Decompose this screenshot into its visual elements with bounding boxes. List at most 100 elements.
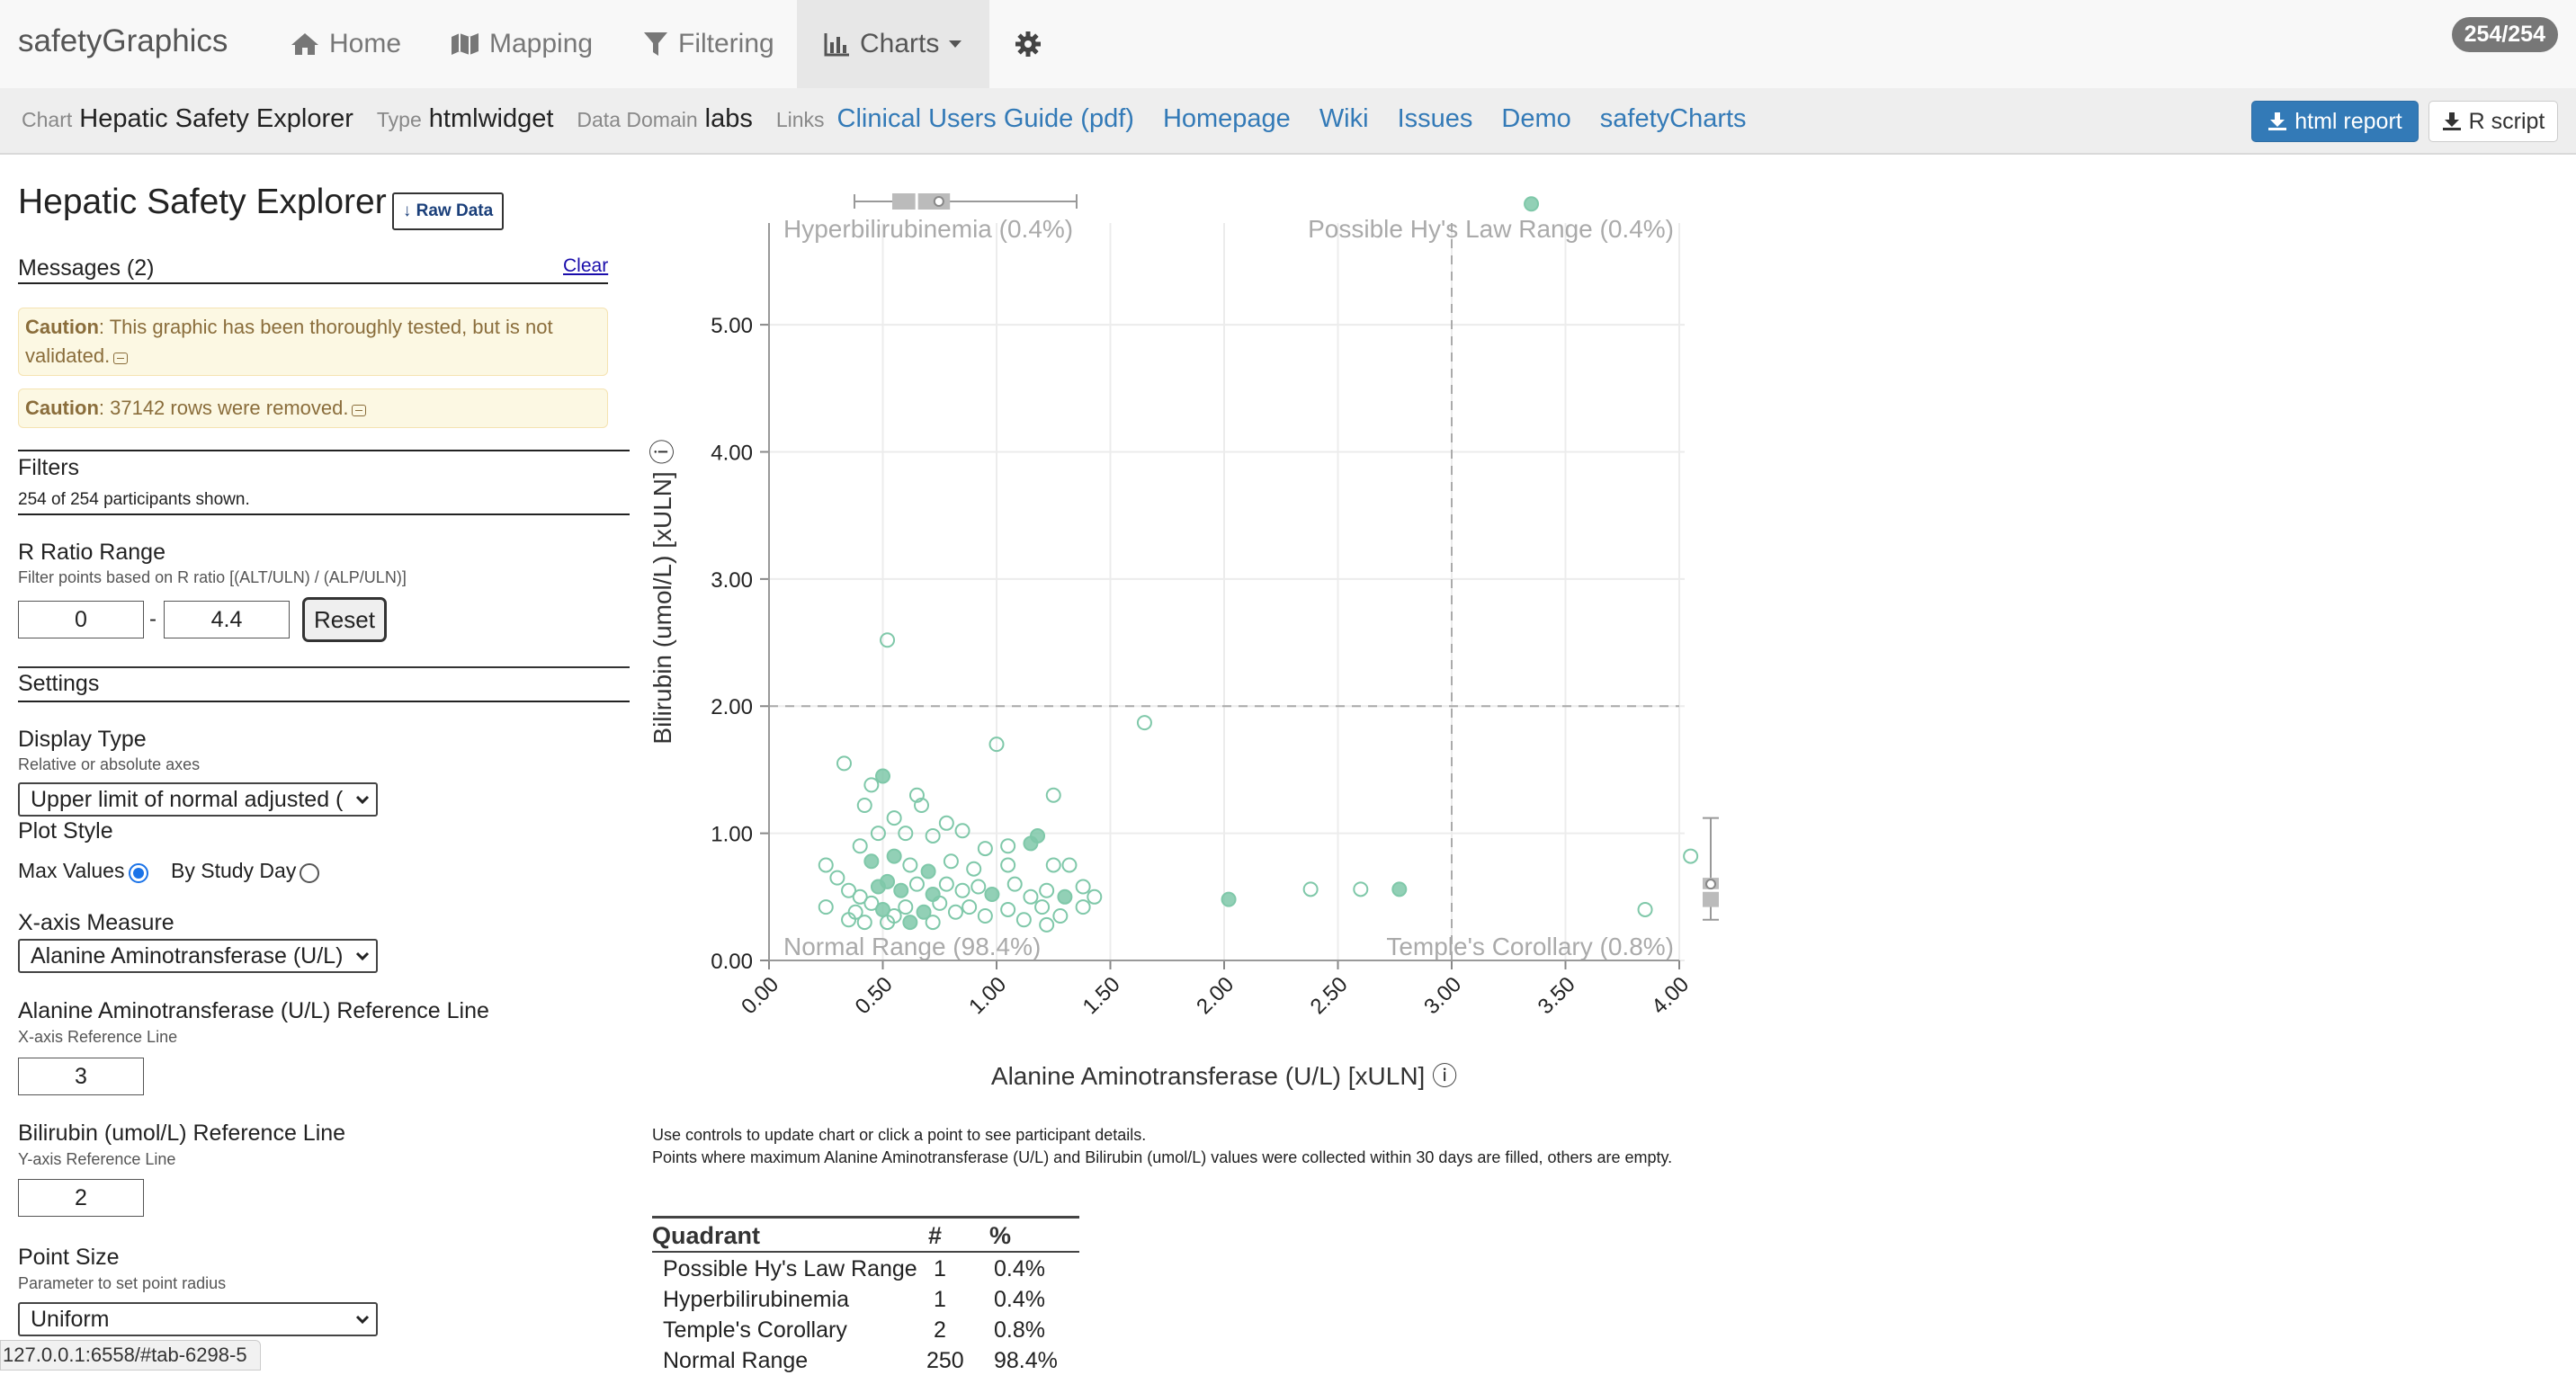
nav-mapping[interactable]: Mapping [450, 0, 593, 88]
filters-bottom-divider [18, 513, 630, 515]
chart-note-2: Points where maximum Alanine Aminotransf… [652, 1148, 1673, 1166]
y-ref-label: Bilirubin (umol/L) Reference Line [18, 1121, 346, 1146]
link-issues[interactable]: Issues [1397, 104, 1473, 133]
plot-style-opt-max[interactable]: Max Values [18, 859, 125, 882]
quadrant-name: Normal Range [663, 1348, 809, 1373]
clear-messages-link[interactable]: Clear [563, 255, 609, 276]
x-measure-select[interactable]: Alanine Aminotransferase (U/L) [18, 939, 378, 973]
display-type-select[interactable]: Upper limit of normal adjusted ( [18, 782, 378, 817]
reset-button[interactable]: Reset [302, 597, 387, 642]
quadrant-label-temples: Temple's Corollary (0.8%) [1386, 933, 1674, 960]
data-point [870, 826, 886, 842]
settings-divider [18, 701, 630, 702]
filters-top-divider [18, 450, 630, 451]
collapse-icon[interactable] [352, 405, 367, 416]
brand[interactable]: safetyGraphics [18, 23, 228, 58]
plot-style-opt-day[interactable]: By Study Day [171, 859, 297, 882]
quadrant-label-hyperbilirubinemia: Hyperbilirubinemia (0.4%) [783, 215, 1073, 243]
display-type-value: Upper limit of normal adjusted ( [31, 786, 344, 812]
link-wiki[interactable]: Wiki [1319, 104, 1369, 133]
data-point [880, 915, 896, 931]
data-point [875, 901, 890, 917]
data-point [988, 737, 1005, 753]
chevron-down-icon [355, 951, 370, 961]
ybox-box [1703, 878, 1719, 907]
data-point [1023, 835, 1039, 852]
r-script-label: R script [2468, 108, 2545, 134]
point-size-select[interactable]: Uniform [18, 1302, 378, 1336]
caution-text: : 37142 rows were removed. [98, 397, 349, 419]
rratio-max-input[interactable]: 4.4 [164, 601, 290, 638]
nav-charts[interactable]: Charts [797, 0, 989, 88]
chevron-down-icon [355, 795, 370, 805]
table-header: Quadrant # % [652, 1216, 1079, 1253]
data-point [1391, 881, 1408, 897]
chart-label: Chart [22, 108, 73, 131]
navbar: safetyGraphics Home Mapping Filtering Ch… [0, 0, 2576, 88]
settings-top-divider [18, 666, 630, 668]
x-tick-label: 0.50 [851, 972, 898, 1019]
link-homepage[interactable]: Homepage [1162, 104, 1291, 133]
data-point [925, 915, 941, 931]
chart-name: Hepatic Safety Explorer [79, 104, 353, 133]
filters-note: 254 of 254 participants shown. [18, 490, 250, 509]
max-values-radio[interactable] [129, 863, 148, 883]
quadrant-label-hys-law: Possible Hy's Law Range (0.4%) [1308, 215, 1674, 243]
y-ref-input[interactable]: 2 [18, 1179, 144, 1217]
data-point [1000, 838, 1016, 854]
quadrant-percent: 98.4% [994, 1348, 1058, 1373]
x-ref-help: X-axis Reference Line [18, 1028, 178, 1046]
data-point [916, 904, 932, 920]
type-value: htmlwidget [428, 104, 554, 133]
data-point [908, 787, 925, 803]
link-users-guide[interactable]: Clinical Users Guide (pdf) [836, 104, 1134, 133]
data-point [870, 879, 886, 895]
data-point [1302, 881, 1319, 897]
type-label: Type [376, 108, 422, 131]
point-size-label: Point Size [18, 1245, 120, 1270]
by-study-day-radio[interactable] [300, 863, 319, 883]
slider-mean [933, 196, 944, 207]
gear-icon [1015, 31, 1041, 57]
x-tick-label: 4.00 [1647, 972, 1694, 1019]
link-safetycharts[interactable]: safetyCharts [1599, 104, 1747, 133]
table-row: Temple's Corollary 2 0.8% [652, 1314, 1079, 1344]
nav-filtering[interactable]: Filtering [642, 0, 774, 88]
data-point [852, 888, 868, 905]
data-point [1015, 912, 1032, 928]
quadrant-name: Hyperbilirubinemia [663, 1287, 850, 1312]
table-row: Hyperbilirubinemia 1 0.4% [652, 1283, 1079, 1314]
collapse-icon[interactable] [113, 353, 129, 364]
data-point [1034, 899, 1051, 915]
rratio-label: R Ratio Range [18, 540, 165, 565]
data-point [914, 798, 930, 814]
html-report-button[interactable]: html report [2251, 101, 2419, 142]
nav-home[interactable]: Home [290, 0, 401, 88]
data-point [954, 882, 970, 898]
x-measure-label: X-axis Measure [18, 910, 174, 935]
slider-box [891, 193, 951, 210]
raw-data-button[interactable]: ↓ Raw Data [392, 192, 504, 230]
data-point [1023, 888, 1039, 905]
y-tick-label: 4.00 [711, 441, 753, 465]
x-tick-label: 0.00 [737, 972, 783, 1019]
data-point [1221, 891, 1237, 907]
messages-divider [18, 282, 608, 284]
data-point [1006, 876, 1023, 892]
nav-settings[interactable] [1015, 0, 1051, 88]
rratio-separator: - [149, 607, 157, 631]
quadrant-count: 250 [926, 1348, 964, 1373]
data-point [898, 826, 914, 842]
quadrant-count: 1 [934, 1287, 946, 1312]
link-demo[interactable]: Demo [1501, 104, 1571, 133]
data-point [1000, 901, 1016, 917]
data-point [1353, 881, 1369, 897]
x-ref-input[interactable]: 3 [18, 1058, 144, 1095]
caution-text-cont: validated. [25, 344, 111, 367]
r-script-button[interactable]: R script [2428, 101, 2558, 142]
data-point [1045, 787, 1061, 803]
rratio-min-input[interactable]: 0 [18, 601, 144, 638]
settings-title: Settings [18, 671, 100, 696]
nav-home-label: Home [329, 29, 402, 58]
data-point [898, 899, 914, 915]
